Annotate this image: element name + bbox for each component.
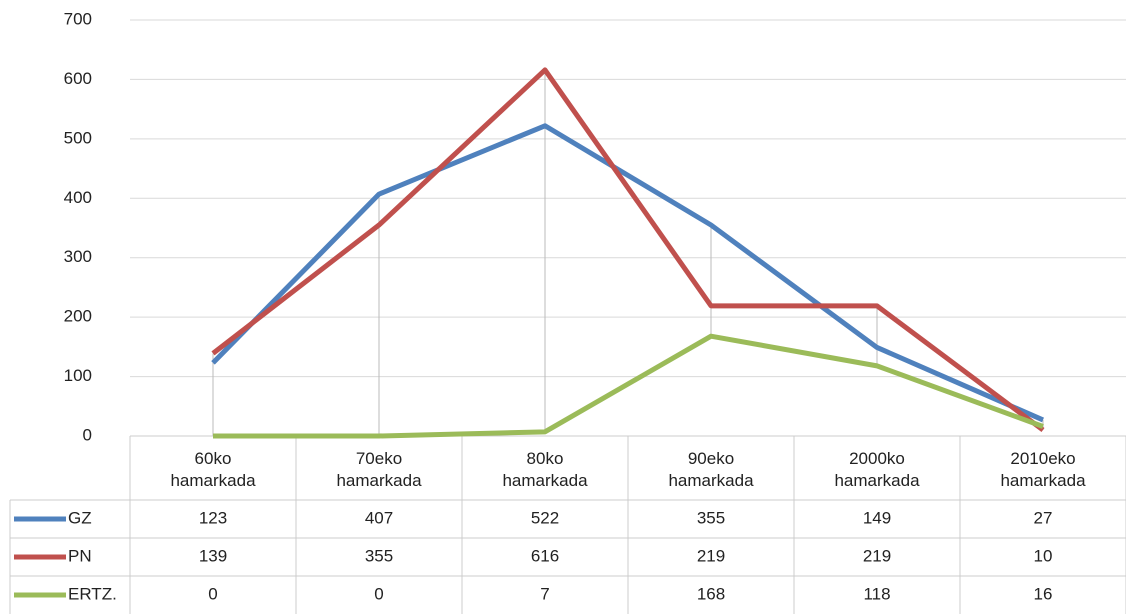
y-tick-label: 600 [64, 69, 92, 88]
y-tick-label: 200 [64, 307, 92, 326]
table-value: 355 [365, 546, 393, 565]
table-value: 0 [374, 584, 383, 603]
y-tick-label: 100 [64, 366, 92, 385]
table-value: 219 [697, 546, 725, 565]
x-tick-text: 60ko hamarkada [170, 449, 256, 490]
table-value: 168 [697, 584, 725, 603]
x-tick-text: 2010eko hamarkada [1000, 449, 1086, 490]
series-line [211, 67, 1045, 433]
table-value: 616 [531, 546, 559, 565]
x-tick-label: 2000ko hamarkada [794, 440, 960, 500]
table-value: 10 [1034, 546, 1053, 565]
table-value: 118 [863, 584, 890, 603]
table-value: 355 [697, 508, 725, 527]
table-value: 139 [199, 546, 227, 565]
legend-label: PN [68, 546, 92, 565]
x-tick-text: 2000ko hamarkada [834, 449, 920, 490]
x-tick-text: 80ko hamarkada [502, 449, 588, 490]
y-tick-label: 700 [64, 9, 92, 28]
table-value: 7 [540, 584, 549, 603]
legend-label: ERTZ. [68, 584, 117, 603]
table-value: 407 [365, 508, 393, 527]
y-tick-label: 0 [83, 425, 92, 444]
legend-label: GZ [68, 508, 92, 527]
table-value: 149 [863, 508, 891, 527]
y-tick-label: 500 [64, 128, 92, 147]
table-value: 219 [863, 546, 891, 565]
x-tick-label: 90eko hamarkada [628, 440, 794, 500]
table-value: 123 [199, 508, 227, 527]
x-tick-label: 60ko hamarkada [130, 440, 296, 500]
table-value: 522 [531, 508, 559, 527]
table-value: 27 [1034, 508, 1053, 527]
y-tick-label: 300 [64, 247, 92, 266]
x-tick-label: 2010eko hamarkada [960, 440, 1126, 500]
x-tick-label: 80ko hamarkada [462, 440, 628, 500]
table-value: 0 [208, 584, 217, 603]
y-tick-label: 400 [64, 188, 92, 207]
x-tick-text: 70eko hamarkada [336, 449, 422, 490]
x-tick-label: 70eko hamarkada [296, 440, 462, 500]
table-value: 16 [1034, 584, 1053, 603]
series-line [211, 123, 1045, 423]
series-line [213, 333, 1044, 439]
x-tick-text: 90eko hamarkada [668, 449, 754, 490]
